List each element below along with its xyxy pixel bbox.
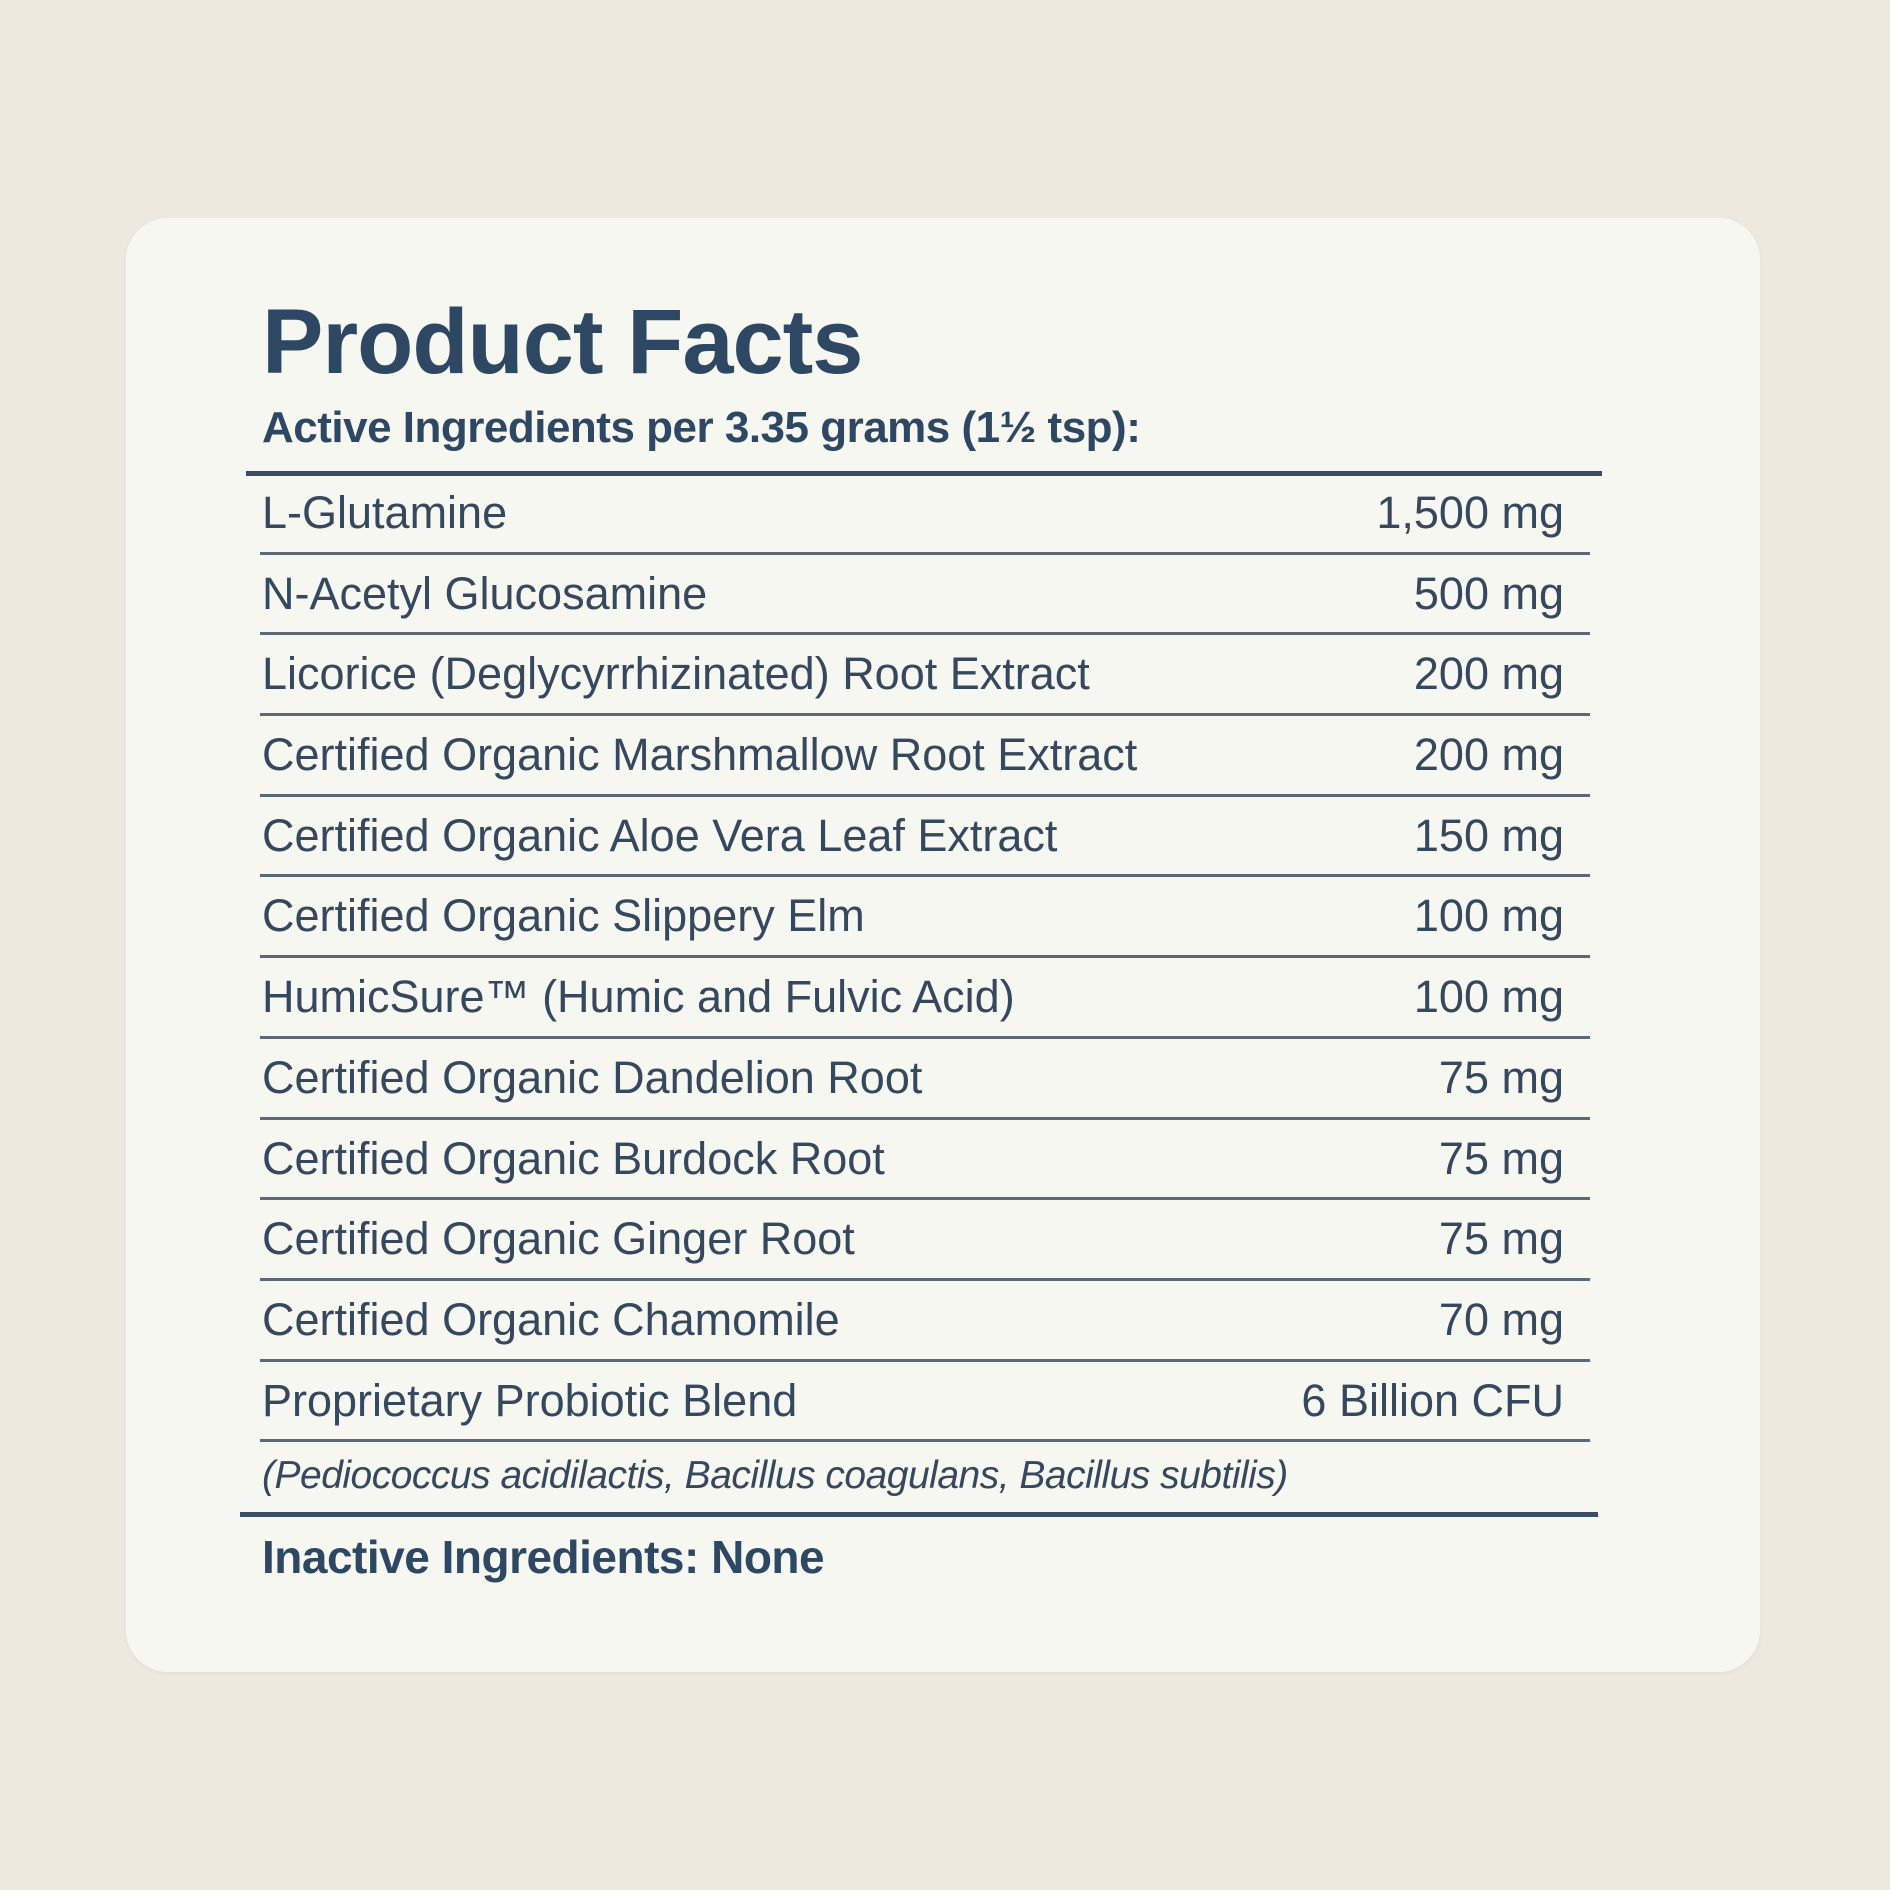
- ingredient-amount: 500 mg: [1413, 567, 1564, 619]
- ingredient-amount: 6 Billion CFU: [1301, 1374, 1564, 1426]
- top-divider: [246, 471, 1602, 476]
- product-facts-card: [126, 218, 1760, 1672]
- ingredient-name: Certified Organic Dandelion Root: [262, 1051, 923, 1103]
- ingredient-row: Licorice (Deglycyrrhizinated) Root Extra…: [260, 635, 1590, 717]
- ingredient-amount: 200 mg: [1413, 648, 1564, 700]
- ingredient-name: Certified Organic Marshmallow Root Extra…: [262, 729, 1138, 781]
- serving-subtitle: Active Ingredients per 3.35 grams (1½ ts…: [262, 403, 1141, 452]
- ingredient-list: L-Glutamine 1,500 mg N-Acetyl Glucosamine 5…: [260, 474, 1590, 1443]
- bottom-divider: [240, 1512, 1598, 1517]
- ingredient-name: N-Acetyl Glucosamine: [262, 567, 708, 619]
- probiotic-strains-note: (Pediococcus acidilactis, Bacillus coagu…: [262, 1454, 1288, 1497]
- ingredient-row: Certified Organic Marshmallow Root Extra…: [260, 716, 1590, 797]
- ingredient-amount: 75 mg: [1438, 1132, 1564, 1184]
- ingredient-row: Certified Organic Chamomile 70 mg: [260, 1281, 1590, 1362]
- ingredient-amount: 100 mg: [1413, 971, 1564, 1023]
- ingredient-name: Proprietary Probiotic Blend: [262, 1374, 798, 1426]
- ingredient-row: Certified Organic Ginger Root 75 mg: [260, 1200, 1590, 1281]
- ingredient-row: L-Glutamine 1,500 mg: [260, 474, 1590, 555]
- ingredient-name: Certified Organic Ginger Root: [262, 1213, 855, 1265]
- ingredient-row: Certified Organic Slippery Elm 100 mg: [260, 877, 1590, 959]
- ingredient-amount: 75 mg: [1438, 1213, 1564, 1265]
- ingredient-name: Certified Organic Burdock Root: [262, 1132, 885, 1184]
- label-title: Product Facts: [262, 291, 863, 393]
- ingredient-amount: 150 mg: [1413, 809, 1564, 861]
- ingredient-name: HumicSure™ (Humic and Fulvic Acid): [262, 971, 1015, 1023]
- ingredient-row: Proprietary Probiotic Blend 6 Billion CFU: [260, 1362, 1590, 1443]
- ingredient-name: Licorice (Deglycyrrhizinated) Root Extra…: [262, 648, 1090, 700]
- ingredient-row: Certified Organic Dandelion Root 75 mg: [260, 1039, 1590, 1120]
- ingredient-name: Certified Organic Slippery Elm: [262, 890, 865, 942]
- ingredient-name: L-Glutamine: [262, 487, 508, 538]
- ingredient-name: Certified Organic Chamomile: [262, 1293, 840, 1345]
- inactive-ingredients: Inactive Ingredients: None: [262, 1531, 825, 1583]
- ingredient-amount: 100 mg: [1413, 890, 1564, 942]
- ingredient-amount: 200 mg: [1413, 729, 1564, 781]
- ingredient-row: N-Acetyl Glucosamine 500 mg: [260, 555, 1590, 636]
- ingredient-amount: 1,500 mg: [1376, 487, 1564, 538]
- ingredient-amount: 75 mg: [1438, 1051, 1564, 1103]
- ingredient-row: Certified Organic Burdock Root 75 mg: [260, 1120, 1590, 1201]
- ingredient-row: Certified Organic Aloe Vera Leaf Extract…: [260, 797, 1590, 878]
- ingredient-amount: 70 mg: [1438, 1293, 1564, 1345]
- ingredient-name: Certified Organic Aloe Vera Leaf Extract: [262, 809, 1058, 861]
- ingredient-row: HumicSure™ (Humic and Fulvic Acid) 100 mg: [260, 958, 1590, 1039]
